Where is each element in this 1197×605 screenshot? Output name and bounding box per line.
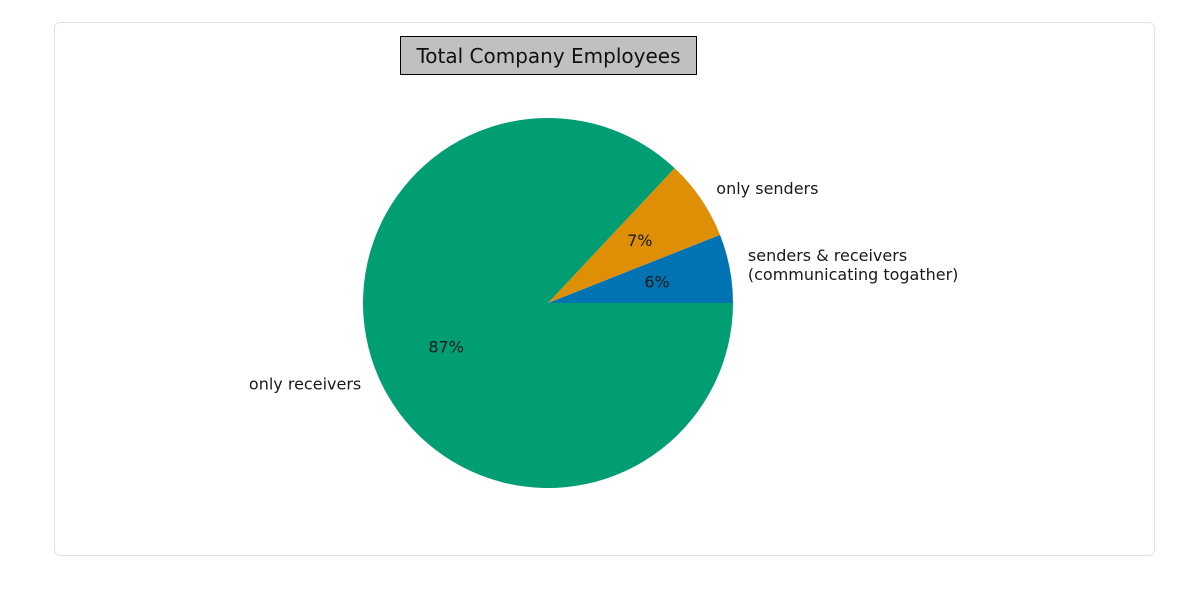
slice-percent-label: 6%	[644, 273, 669, 292]
slice-percent-label: 7%	[627, 231, 652, 250]
pie-slice	[548, 234, 733, 303]
slice-category-label: senders & receivers (communicating togath…	[748, 246, 959, 284]
pie-slice	[362, 117, 733, 489]
slice-percent-label: 87%	[428, 338, 464, 357]
slice-category-label-line: only receivers	[249, 374, 361, 393]
chart-title: Total Company Employees	[400, 36, 697, 75]
slice-category-label-line: (communicating togather)	[748, 265, 959, 284]
slice-category-label-line: senders & receivers	[748, 246, 907, 265]
pie-slice	[548, 168, 721, 303]
pie-slices	[362, 117, 733, 489]
slice-category-label-line: only senders	[716, 179, 818, 198]
pie-labels: 6% senders & receivers (communicating toga…	[249, 179, 959, 393]
slice-category-label: only receivers	[249, 374, 361, 393]
slice-category-label: only senders	[716, 179, 818, 198]
